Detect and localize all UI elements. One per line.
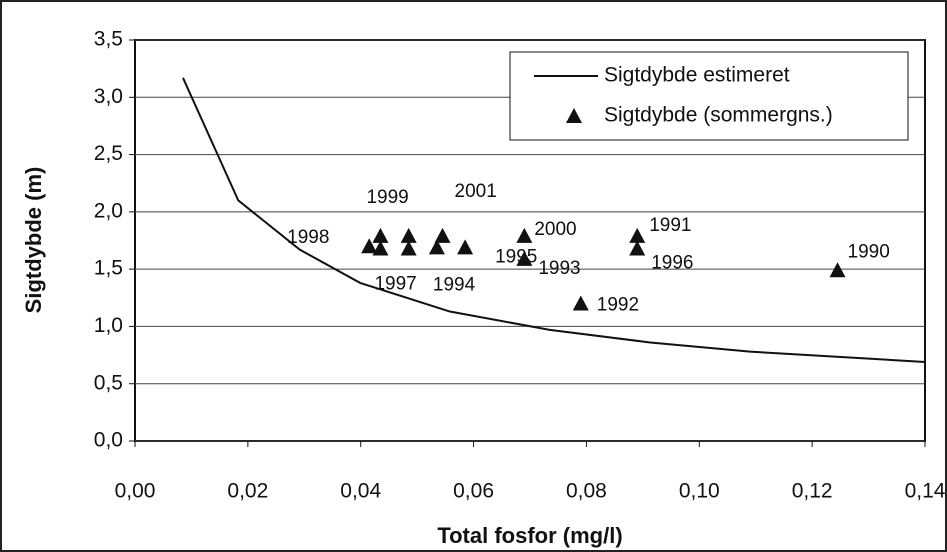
point-label: 1990 bbox=[848, 241, 890, 262]
x-tick-label: 0,00 bbox=[115, 480, 156, 503]
point-label: 1998 bbox=[287, 227, 329, 248]
estimate-line bbox=[182, 77, 926, 363]
triangle-marker bbox=[361, 238, 378, 254]
triangle-marker bbox=[428, 239, 445, 255]
triangle-marker bbox=[434, 227, 451, 243]
point-label: 1993 bbox=[538, 258, 580, 279]
point-label: 1991 bbox=[649, 215, 691, 236]
y-tick-label: 0,0 bbox=[94, 429, 123, 452]
y-tick-label: 2,0 bbox=[94, 199, 123, 222]
y-tick-label: 1,5 bbox=[94, 257, 123, 280]
x-tick-label: 0,02 bbox=[227, 480, 268, 503]
legend-box bbox=[509, 51, 909, 141]
y-tick-label: 1,0 bbox=[94, 314, 123, 337]
triangle-marker bbox=[829, 262, 846, 278]
y-tick-label: 3,0 bbox=[94, 85, 123, 108]
triangle-marker bbox=[457, 239, 474, 255]
legend-label: Sigtdybde estimeret bbox=[604, 64, 790, 87]
point-label: 1994 bbox=[433, 274, 476, 295]
x-tick-label: 0,14 bbox=[905, 480, 946, 503]
x-tick-label: 0,04 bbox=[340, 480, 381, 503]
y-tick-label: 3,5 bbox=[94, 28, 123, 51]
triangle-marker bbox=[516, 227, 533, 243]
point-label: 2001 bbox=[455, 181, 497, 202]
x-tick-label: 0,12 bbox=[792, 480, 833, 503]
legend-triangle bbox=[566, 108, 582, 123]
triangle-marker bbox=[629, 227, 646, 243]
y-axis-title: Sigtdybde (m) bbox=[21, 167, 46, 314]
triangle-marker bbox=[372, 227, 389, 243]
triangle-marker bbox=[400, 227, 417, 243]
triangle-marker bbox=[400, 240, 417, 256]
triangle-marker bbox=[572, 295, 589, 311]
triangle-marker bbox=[372, 240, 389, 256]
y-tick-label: 0,5 bbox=[94, 371, 123, 394]
triangle-marker bbox=[629, 240, 646, 256]
point-label: 2000 bbox=[534, 219, 576, 240]
point-label: 1996 bbox=[651, 253, 693, 274]
point-label: 1992 bbox=[597, 295, 639, 316]
x-tick-label: 0,06 bbox=[453, 480, 494, 503]
y-tick-label: 2,5 bbox=[94, 142, 123, 165]
legend-label: Sigtdybde (sommergns.) bbox=[604, 104, 833, 127]
x-axis-title: Total fosfor (mg/l) bbox=[437, 523, 622, 548]
point-label: 1997 bbox=[374, 274, 416, 295]
triangle-marker bbox=[516, 250, 533, 266]
x-tick-label: 0,08 bbox=[566, 480, 607, 503]
point-label: 1999 bbox=[366, 187, 408, 208]
x-tick-label: 0,10 bbox=[679, 480, 720, 503]
